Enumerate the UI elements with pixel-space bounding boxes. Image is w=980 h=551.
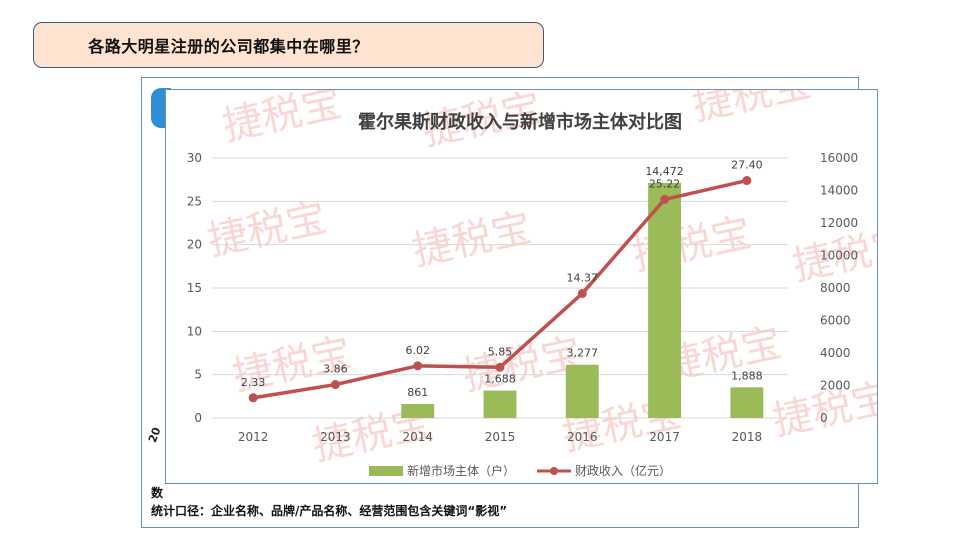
revenue-point bbox=[495, 362, 505, 372]
chart-title: 霍尔果斯财政收入与新增市场主体对比图 bbox=[358, 111, 682, 133]
bar-data-label: 14,472 bbox=[645, 165, 684, 178]
y-right-tick-label: 6000 bbox=[820, 314, 851, 328]
partial-source-label: 数 bbox=[151, 486, 164, 500]
line-data-label: 3.86 bbox=[323, 363, 348, 376]
bar-data-label: 1,888 bbox=[731, 369, 763, 382]
chart-legend: 新增市场主体（户） 财政收入（亿元） bbox=[369, 463, 671, 478]
y-right-tick-label: 8000 bbox=[820, 281, 851, 295]
slide-heading: 各路大明星注册的公司都集中在哪里？ bbox=[88, 37, 369, 56]
revenue-point bbox=[742, 176, 752, 186]
x-tick-label: 2014 bbox=[402, 430, 433, 444]
legend-bar-swatch bbox=[369, 466, 403, 476]
x-tick-label: 2017 bbox=[649, 430, 680, 444]
x-tick-label: 2012 bbox=[238, 430, 269, 444]
y-left-tick-label: 0 bbox=[194, 411, 202, 425]
y-left-tick-label: 15 bbox=[187, 281, 202, 295]
x-tick-label: 2016 bbox=[567, 430, 598, 444]
y-right-tick-label: 0 bbox=[820, 411, 828, 425]
bar bbox=[565, 364, 599, 418]
slide-heading-box: 各路大明星注册的公司都集中在哪里？ bbox=[33, 22, 544, 68]
y-right-tick-label: 2000 bbox=[820, 379, 851, 393]
bar bbox=[648, 182, 682, 418]
x-tick-label: 2018 bbox=[732, 430, 763, 444]
label-layer: 861 1,688 3,277 14,472 1,888 2.33 3.86 6.02 5.85… bbox=[241, 159, 763, 399]
line-data-label: 6.02 bbox=[405, 344, 430, 357]
y-right-tick-label: 12000 bbox=[820, 216, 858, 230]
revenue-point bbox=[330, 380, 340, 390]
bars-layer bbox=[401, 182, 764, 418]
chart-frame: 捷税宝 捷税宝 捷税宝 捷税宝 捷税宝 捷税宝 捷税宝 捷税宝 捷税宝 捷税宝 捷税宝 捷税宝 捷税宝 … bbox=[165, 89, 878, 484]
legend-line-label: 财政收入（亿元） bbox=[575, 463, 671, 478]
line-layer bbox=[248, 176, 752, 403]
y-left-tick-label: 20 bbox=[187, 238, 202, 252]
line-data-label: 14.37 bbox=[567, 271, 599, 284]
revenue-point bbox=[248, 393, 258, 403]
revenue-point bbox=[660, 194, 670, 204]
statistics-footnote: 统计口径：企业名称、品牌/产品名称、经营范围包含关键词“影视” bbox=[151, 504, 508, 518]
legend-bar-label: 新增市场主体（户） bbox=[407, 463, 515, 478]
line-data-label: 27.40 bbox=[731, 159, 763, 172]
bar bbox=[483, 390, 517, 418]
watermark-text: 捷税宝 bbox=[219, 90, 346, 150]
watermark-text: 捷税宝 bbox=[409, 205, 536, 275]
bar bbox=[401, 404, 435, 418]
x-tick-label: 2013 bbox=[320, 430, 351, 444]
y-left-tick-label: 10 bbox=[187, 324, 202, 338]
bar-data-label: 861 bbox=[407, 386, 428, 399]
y-right-tick-label: 4000 bbox=[820, 346, 851, 360]
x-tick-label: 2015 bbox=[485, 430, 516, 444]
y-right-tick-label: 14000 bbox=[820, 184, 858, 198]
line-data-label: 25.22 bbox=[649, 177, 681, 190]
legend-line-marker bbox=[550, 467, 558, 475]
watermark-text: 捷税宝 bbox=[204, 195, 331, 265]
bar bbox=[730, 387, 764, 418]
revenue-point bbox=[577, 288, 587, 298]
watermark-text: 捷税宝 bbox=[689, 90, 816, 130]
y-right-tick-label: 16000 bbox=[820, 151, 858, 165]
y-left-tick-label: 30 bbox=[187, 151, 202, 165]
bar-data-label: 3,277 bbox=[567, 347, 599, 360]
line-data-label: 5.85 bbox=[488, 345, 513, 358]
y-left-tick-label: 25 bbox=[187, 194, 202, 208]
y-right-tick-label: 10000 bbox=[820, 249, 858, 263]
bar-data-label: 1,688 bbox=[484, 373, 516, 386]
axis-layer: 0 5 10 15 20 25 30 0 2000 4000 6000 8000 10000 12000 1… bbox=[187, 151, 858, 444]
revenue-point bbox=[413, 361, 423, 371]
line-data-label: 2.33 bbox=[241, 376, 266, 389]
y-left-tick-label: 5 bbox=[194, 368, 202, 382]
